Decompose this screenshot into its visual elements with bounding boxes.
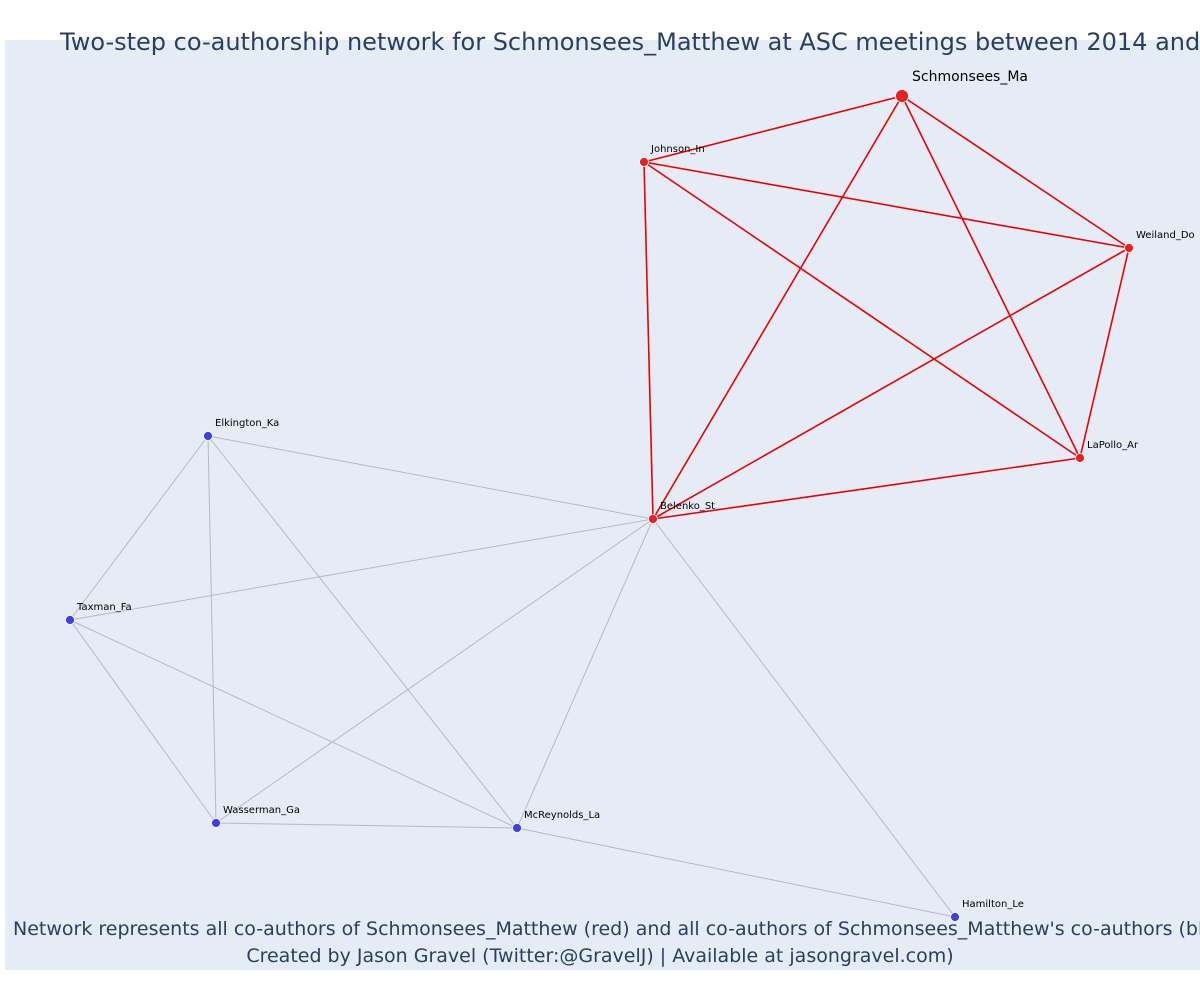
node-LaPollo_Ar[interactable] bbox=[1075, 453, 1085, 463]
chart-title: Two-step co-authorship network for Schmo… bbox=[60, 28, 1200, 56]
edge-Elkington_Ka-McReynolds_La bbox=[207, 435, 518, 829]
edge-Elkington_Ka-Wasserman_Ga bbox=[207, 435, 217, 824]
edge-Schmonsees_Ma-Johnson_In bbox=[643, 95, 903, 163]
plot-background bbox=[5, 40, 1200, 970]
node-label-Elkington_Ka: Elkington_Ka bbox=[215, 418, 279, 429]
edge-Belenko_St-Hamilton_Le bbox=[652, 518, 956, 918]
edge-McReynolds_La-Hamilton_Le bbox=[516, 827, 956, 918]
node-Belenko_St[interactable] bbox=[648, 514, 658, 524]
edge-Johnson_In-Weiland_Do bbox=[643, 161, 1130, 249]
node-Taxman_Fa[interactable] bbox=[65, 615, 75, 625]
node-McReynolds_La[interactable] bbox=[512, 823, 522, 833]
node-label-McReynolds_La: McReynolds_La bbox=[524, 810, 600, 821]
node-Weiland_Do[interactable] bbox=[1124, 243, 1134, 253]
node-label-LaPollo_Ar: LaPollo_Ar bbox=[1087, 440, 1139, 451]
node-label-Hamilton_Le: Hamilton_Le bbox=[962, 899, 1024, 910]
edge-Taxman_Fa-McReynolds_La bbox=[69, 619, 518, 829]
edge-Weiland_Do-Belenko_St bbox=[652, 247, 1130, 520]
edge-Belenko_St-Taxman_Fa bbox=[69, 518, 654, 621]
node-label-Johnson_In: Johnson_In bbox=[650, 144, 705, 155]
edge-Belenko_St-McReynolds_La bbox=[516, 518, 654, 829]
node-label-Belenko_St: Belenko_St bbox=[660, 501, 715, 512]
node-Elkington_Ka[interactable] bbox=[203, 431, 213, 441]
edges-layer bbox=[69, 95, 1130, 918]
node-Wasserman_Ga[interactable] bbox=[211, 818, 221, 828]
node-Schmonsees_Ma[interactable] bbox=[895, 89, 909, 103]
edge-Belenko_St-Wasserman_Ga bbox=[215, 518, 654, 824]
node-label-Wasserman_Ga: Wasserman_Ga bbox=[223, 805, 300, 816]
caption-line-2: Created by Jason Gravel (Twitter:@Gravel… bbox=[246, 945, 954, 967]
node-label-Taxman_Fa: Taxman_Fa bbox=[76, 602, 132, 613]
edge-Johnson_In-Belenko_St bbox=[643, 161, 654, 520]
node-label-Schmonsees_Ma: Schmonsees_Ma bbox=[912, 69, 1028, 85]
caption-line-1: Network represents all co-authors of Sch… bbox=[13, 918, 1200, 940]
node-Johnson_In[interactable] bbox=[639, 157, 649, 167]
edge-Taxman_Fa-Wasserman_Ga bbox=[69, 619, 217, 824]
edge-Schmonsees_Ma-Belenko_St bbox=[652, 95, 903, 520]
edge-LaPollo_Ar-Belenko_St bbox=[652, 457, 1081, 520]
edge-Belenko_St-Elkington_Ka bbox=[207, 435, 654, 520]
edge-Johnson_In-LaPollo_Ar bbox=[643, 161, 1081, 459]
edge-Weiland_Do-LaPollo_Ar bbox=[1079, 247, 1130, 459]
node-label-Weiland_Do: Weiland_Do bbox=[1136, 230, 1195, 241]
edge-Wasserman_Ga-McReynolds_La bbox=[215, 822, 518, 829]
nodes-layer: Schmonsees_Ma Johnson_In Weiland_Do LaPollo… bbox=[65, 69, 1195, 922]
edge-Elkington_Ka-Taxman_Fa bbox=[69, 435, 209, 621]
edge-Schmonsees_Ma-LaPollo_Ar bbox=[901, 95, 1081, 459]
edge-Schmonsees_Ma-Weiland_Do bbox=[901, 95, 1130, 249]
node-Hamilton_Le[interactable] bbox=[950, 912, 960, 922]
